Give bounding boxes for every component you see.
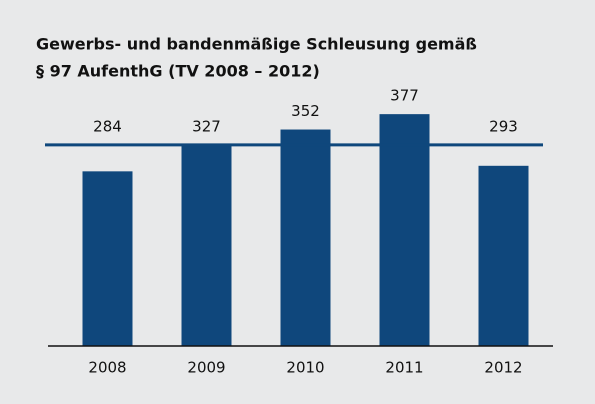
bar [379,114,430,347]
bar [478,165,529,346]
x-tick-label: 2009 [187,359,225,377]
value-label: 327 [192,117,221,135]
chart-title: § 97 AufenthG (TV 2008 – 2012) [36,62,320,81]
x-tick-label: 2012 [484,359,522,377]
bar [82,171,133,346]
value-label: 352 [291,102,320,120]
x-tick-label: 2010 [286,359,324,377]
bar [280,129,331,346]
value-label: 284 [93,117,122,135]
bar [181,144,232,346]
x-tick-label: 2008 [88,359,126,377]
value-label: 293 [489,117,518,135]
value-label: 377 [390,87,419,105]
x-tick-label: 2011 [385,359,423,377]
chart-title: Gewerbs- und bandenmäßige Schleusung gem… [36,35,477,54]
